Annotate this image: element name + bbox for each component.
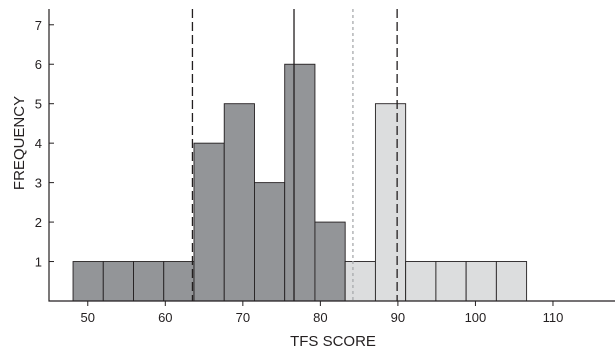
y-tick-label-7: 7	[35, 18, 42, 33]
histogram-bar-8	[284, 63, 316, 302]
y-axis-ticks: 1 2 3 4 5 6 7	[35, 18, 54, 270]
bars-group	[72, 63, 528, 302]
x-tick-label-70: 70	[236, 310, 250, 325]
histogram-bar-1	[72, 261, 104, 302]
y-tick-label-6: 6	[35, 57, 42, 72]
y-axis-title: FREQUENCY	[11, 96, 28, 190]
histogram-bar-5	[193, 142, 225, 302]
histogram-bar-10	[344, 261, 376, 302]
x-tick-label-90: 90	[391, 310, 405, 325]
histogram-bar-4	[163, 261, 195, 302]
plot-frame	[48, 9, 615, 302]
histogram-bar-7	[254, 182, 286, 302]
x-axis-ticks: 50 60 70 80 90 100 110	[81, 301, 564, 325]
x-tick-label-110: 110	[543, 310, 564, 325]
axes-group	[48, 9, 615, 302]
x-tick-label-50: 50	[81, 310, 95, 325]
y-tick-label-2: 2	[35, 215, 42, 230]
histogram-bar-2	[102, 261, 134, 302]
reference-lines-group	[191, 9, 398, 301]
histogram-bar-3	[133, 261, 165, 302]
y-tick-label-5: 5	[35, 97, 42, 112]
x-axis-title: TFS SCORE	[290, 333, 376, 350]
x-tick-label-80: 80	[313, 310, 327, 325]
histogram-bar-9	[314, 221, 346, 302]
histogram-bar-15	[495, 261, 528, 302]
y-tick-label-3: 3	[35, 176, 42, 191]
histogram-bar-6	[223, 103, 255, 302]
x-tick-label-60: 60	[158, 310, 172, 325]
histogram-bar-11	[374, 103, 407, 302]
y-tick-label-1: 1	[35, 255, 42, 270]
histogram-bar-12	[405, 261, 437, 302]
histogram-bar-14	[465, 261, 497, 302]
x-tick-label-100: 100	[465, 310, 487, 325]
histogram-bar-13	[435, 261, 467, 302]
y-tick-label-4: 4	[35, 136, 42, 151]
